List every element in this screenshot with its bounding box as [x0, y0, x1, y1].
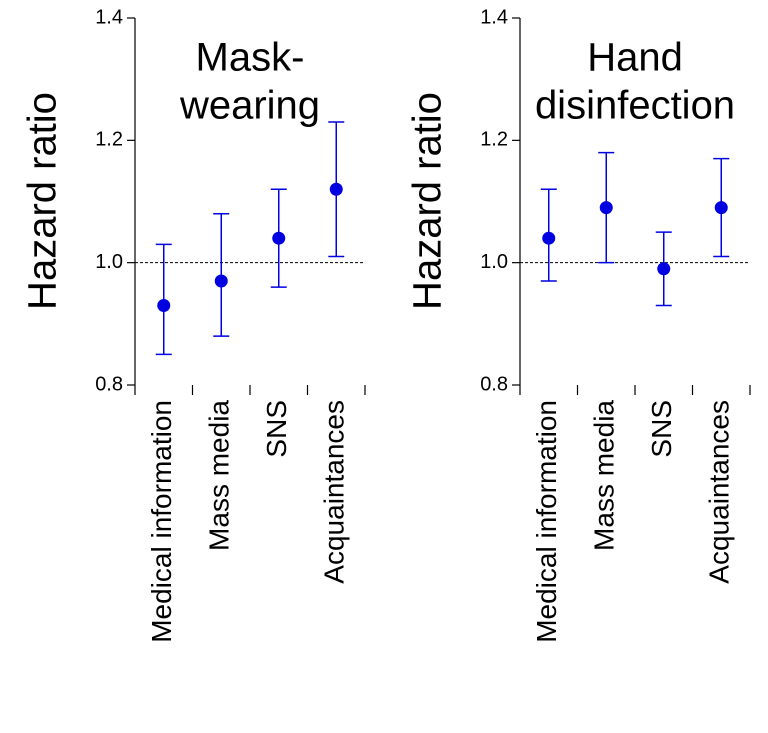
x-tick-label: SNS [261, 400, 292, 458]
y-tick-label: 0.8 [480, 373, 508, 395]
x-tick-label: Medical information [531, 400, 562, 643]
panel-title: wearing [179, 84, 320, 128]
point [272, 231, 286, 245]
y-tick-label: 1.0 [480, 251, 508, 273]
point [214, 274, 228, 288]
y-axis-label: Hazard ratio [406, 92, 450, 310]
panel-title: Mask- [196, 36, 305, 80]
panel-title: Hand [587, 36, 683, 80]
x-tick-label: Acquaintances [704, 400, 735, 584]
x-tick-label: Mass media [204, 400, 235, 551]
point [157, 298, 171, 312]
panel-title: disinfection [535, 84, 735, 128]
point [329, 182, 343, 196]
point [657, 262, 671, 276]
point [714, 201, 728, 215]
y-tick-label: 1.4 [480, 6, 508, 28]
x-tick-label: Medical information [146, 400, 177, 643]
panel: 0.8 1.0 1.2 1.4 Hazard ratio Handdisinfection… [406, 6, 751, 643]
x-tick-label: Mass media [589, 400, 620, 551]
panel: 0.8 1.0 1.2 1.4 Hazard ratio Mask-wearing Medi… [21, 6, 366, 643]
x-tick-label: SNS [646, 400, 677, 458]
y-tick-label: 1.4 [95, 6, 123, 28]
y-tick-label: 0.8 [95, 373, 123, 395]
y-tick-label: 1.2 [95, 129, 123, 151]
x-tick-label: Acquaintances [319, 400, 350, 584]
y-axis-label: Hazard ratio [21, 92, 65, 310]
point [542, 231, 556, 245]
y-tick-label: 1.0 [95, 251, 123, 273]
point [599, 201, 613, 215]
y-tick-label: 1.2 [480, 129, 508, 151]
